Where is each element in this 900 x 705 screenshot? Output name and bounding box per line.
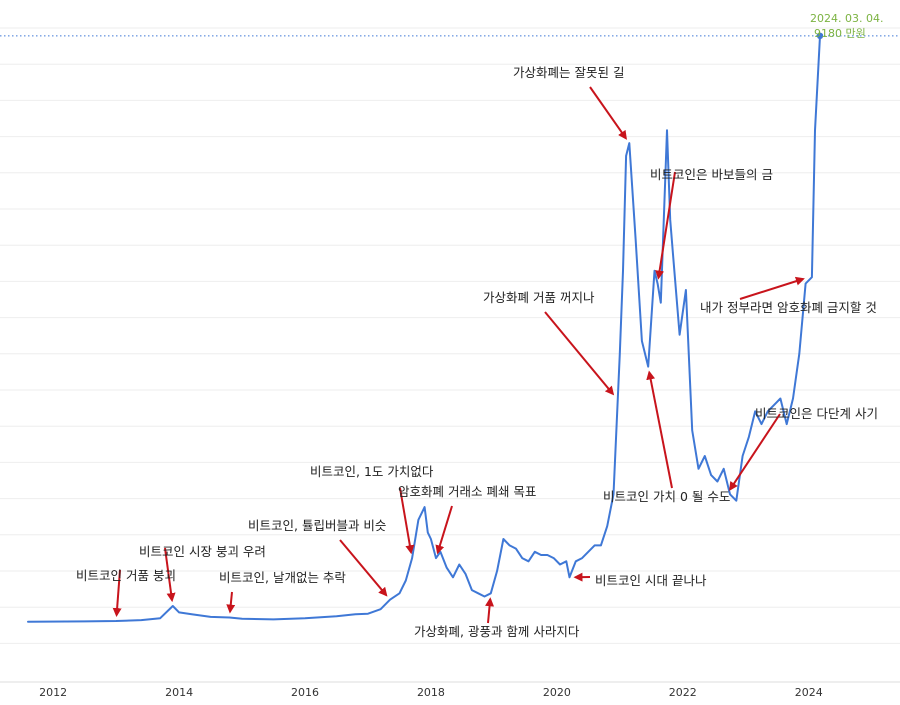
annotation-text: 비트코인 시장 붕괴 우려 <box>139 544 266 559</box>
annotation-arrow <box>435 505 453 555</box>
last-data-point[interactable] <box>816 32 824 40</box>
x-axis-ticks: 2012 2014 2016 2018 2020 2022 2024 <box>39 686 823 699</box>
x-tick-label: 2012 <box>39 686 67 699</box>
last-point-label: 2024. 03. 04. 9180 만원 <box>810 12 883 40</box>
annotation-arrow <box>655 171 676 280</box>
annotation-text: 가상화폐 거품 꺼지나 <box>483 290 595 305</box>
annotation-arrow <box>399 487 415 555</box>
annotation-text: 비트코인, 튤립버블과 비슷 <box>248 518 386 533</box>
annotation-text: 가상화폐, 광풍과 함께 사라지다 <box>414 624 580 639</box>
annotation-text: 비트코인 가치 0 될 수도 <box>603 489 730 504</box>
annotation-arrow <box>339 539 388 597</box>
x-tick-label: 2022 <box>669 686 697 699</box>
annotation-text: 비트코인 거품 붕괴 <box>76 568 176 583</box>
annotation-arrow <box>646 370 673 489</box>
annotation-text: 비트코인은 바보들의 금 <box>650 167 773 182</box>
annotation-text: 비트코인, 1도 가치없다 <box>310 464 434 479</box>
series-line-layer <box>27 32 824 623</box>
annotation-text: 암호화폐 거래소 폐쇄 목표 <box>398 484 536 499</box>
annotation-text: 비트코인 시대 끝나나 <box>595 573 707 588</box>
annotation-arrows <box>112 86 805 624</box>
x-tick-label: 2016 <box>291 686 319 699</box>
last-point-date-label: 2024. 03. 04. <box>810 12 883 25</box>
x-tick-label: 2014 <box>165 686 193 699</box>
x-tick-label: 2018 <box>417 686 445 699</box>
x-tick-label: 2020 <box>543 686 571 699</box>
series-line <box>27 34 821 623</box>
annotation-arrow <box>589 86 627 140</box>
annotation-arrow <box>485 597 495 624</box>
annotation-arrow <box>729 413 781 491</box>
annotation-text: 비트코인, 날개없는 추락 <box>219 570 346 585</box>
annotation-text: 내가 정부라면 암호화폐 금지할 것 <box>700 300 877 315</box>
annotation-arrow <box>739 276 805 300</box>
annotation-text: 가상화폐는 잘못된 길 <box>513 65 624 80</box>
last-point-value-label: 9180 만원 <box>814 27 866 40</box>
annotation-arrow <box>164 547 176 603</box>
grid <box>0 27 900 683</box>
annotation-arrow <box>226 591 236 614</box>
annotation-text: 비트코인은 다단계 사기 <box>755 406 878 421</box>
annotation-arrow <box>112 569 122 618</box>
annotation-arrow <box>544 311 615 396</box>
x-tick-label: 2024 <box>795 686 823 699</box>
